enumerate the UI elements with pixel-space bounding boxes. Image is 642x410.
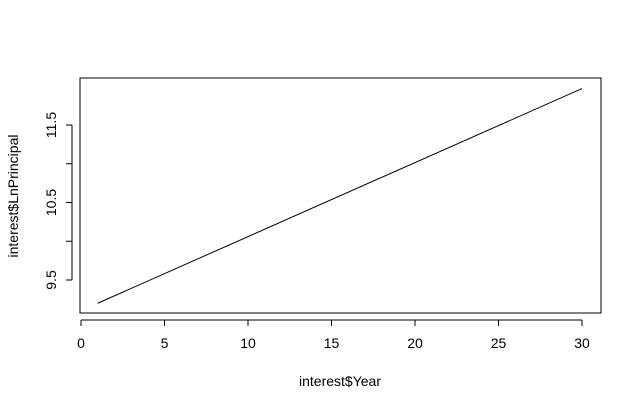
x-tick-label: 20 xyxy=(407,335,423,351)
x-tick-label: 15 xyxy=(324,335,340,351)
y-tick-label: 10.5 xyxy=(43,189,59,216)
y-axis: 9.5 10.5 11.5 xyxy=(43,112,73,290)
y-tick-label: 11.5 xyxy=(43,112,59,138)
x-tick-label: 10 xyxy=(240,335,256,351)
y-axis-title: interest$LnPrincipal xyxy=(5,135,21,258)
plot-frame xyxy=(79,77,602,314)
x-tick-label: 5 xyxy=(161,335,169,351)
series-layer xyxy=(97,88,583,304)
x-tick-label: 0 xyxy=(77,335,85,351)
x-tick-label: 30 xyxy=(574,335,590,351)
x-axis-title: interest$Year xyxy=(299,373,381,389)
x-tick-label: 25 xyxy=(491,335,507,351)
y-tick-label: 9.5 xyxy=(43,270,59,290)
series-line xyxy=(97,88,583,304)
x-axis: 0 5 10 15 20 25 30 xyxy=(77,319,590,351)
